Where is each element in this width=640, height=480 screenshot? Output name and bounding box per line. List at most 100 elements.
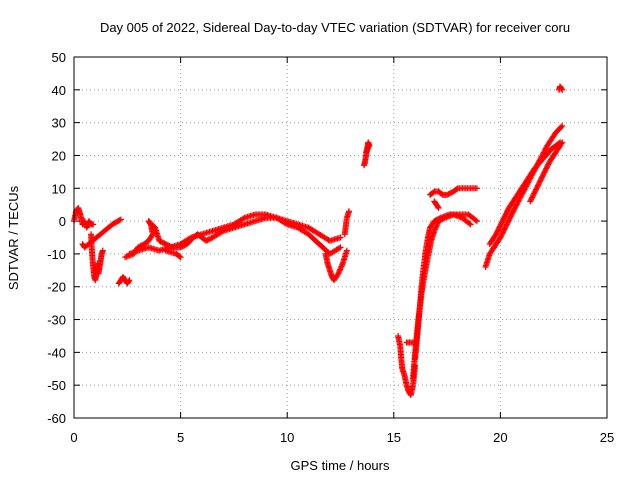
data-point <box>559 139 566 146</box>
data-point <box>538 174 545 181</box>
data-point <box>533 186 540 193</box>
data-point <box>534 183 541 190</box>
data-point <box>558 124 565 131</box>
data-point <box>473 218 480 225</box>
data-point <box>240 215 247 222</box>
x-tick-label: 0 <box>70 430 77 445</box>
data-point <box>531 190 538 197</box>
y-tick-label: 40 <box>52 83 66 98</box>
data-point <box>531 189 538 196</box>
axis-ticks: -60 -50 -40 -30 -20 -10 0 10 20 30 40 50 0 5 10 15 20 25 <box>47 50 614 445</box>
data-point <box>498 220 505 227</box>
data-point <box>507 213 514 220</box>
data-point <box>506 216 513 223</box>
data-point <box>532 187 539 194</box>
y-tick-label: -10 <box>47 247 66 262</box>
data-point <box>527 198 534 205</box>
data-point <box>499 218 506 225</box>
data-point <box>502 223 509 230</box>
data-point <box>467 221 474 228</box>
x-tick-label: 20 <box>493 430 507 445</box>
data-point <box>363 149 370 156</box>
data-point <box>544 162 551 169</box>
data-point <box>502 212 509 219</box>
data-point <box>125 278 132 285</box>
data-point <box>494 228 501 235</box>
data-point <box>540 170 547 177</box>
data-points <box>71 83 566 399</box>
data-point <box>435 204 442 211</box>
data-point <box>498 219 505 226</box>
data-point <box>527 197 534 204</box>
data-point <box>500 227 507 234</box>
data-point <box>528 195 535 202</box>
data-point <box>282 220 289 227</box>
data-point <box>536 178 543 185</box>
data-point <box>177 254 184 261</box>
data-point <box>493 229 500 236</box>
data-point <box>536 180 543 187</box>
data-point <box>498 231 505 238</box>
data-point <box>495 227 502 234</box>
data-point <box>366 142 373 149</box>
data-point <box>504 208 511 215</box>
data-point <box>336 245 343 252</box>
data-point <box>499 229 506 236</box>
data-point <box>543 164 550 171</box>
data-point <box>365 143 372 150</box>
data-point <box>117 216 124 223</box>
data-point <box>530 191 537 198</box>
data-point <box>501 225 508 232</box>
data-point <box>559 122 566 129</box>
data-point <box>541 169 548 176</box>
y-tick-label: 50 <box>52 50 66 65</box>
y-tick-label: 0 <box>59 214 66 229</box>
data-point <box>498 233 505 240</box>
data-point <box>497 234 504 241</box>
data-point <box>537 177 544 184</box>
data-point <box>541 168 548 175</box>
data-point <box>497 222 504 229</box>
data-point <box>533 185 540 192</box>
y-axis-label: SDTVAR / TECUs <box>6 185 21 290</box>
data-point <box>501 226 508 233</box>
data-point <box>503 222 510 229</box>
data-point <box>499 230 506 237</box>
data-point <box>509 209 516 216</box>
data-point <box>343 247 350 254</box>
data-point <box>337 234 344 241</box>
data-point <box>559 86 566 93</box>
x-tick-label: 25 <box>600 430 614 445</box>
data-point <box>545 161 552 168</box>
data-point <box>176 253 183 260</box>
data-point <box>365 145 372 152</box>
data-point <box>503 221 510 228</box>
data-point <box>505 217 512 224</box>
data-point <box>473 185 480 192</box>
plot-frame <box>73 56 608 419</box>
data-point <box>346 208 353 215</box>
data-point <box>186 235 193 242</box>
data-point <box>126 277 133 284</box>
y-tick-label: -20 <box>47 280 66 295</box>
data-point <box>535 181 542 188</box>
data-point <box>540 172 547 179</box>
data-point <box>496 223 503 230</box>
data-point <box>534 182 541 189</box>
data-point <box>503 210 510 217</box>
data-point <box>434 203 441 210</box>
grid <box>74 57 607 418</box>
x-axis-label: GPS time / hours <box>291 458 390 473</box>
y-tick-label: -30 <box>47 313 66 328</box>
y-tick-label: 30 <box>52 116 66 131</box>
data-point <box>496 224 503 231</box>
data-point <box>495 225 502 232</box>
data-point <box>466 220 473 227</box>
data-point <box>500 215 507 222</box>
data-point <box>116 217 123 224</box>
data-point <box>453 186 460 193</box>
data-point <box>508 210 515 217</box>
chart-title: Day 005 of 2022, Sidereal Day-to-day VTE… <box>100 20 570 35</box>
